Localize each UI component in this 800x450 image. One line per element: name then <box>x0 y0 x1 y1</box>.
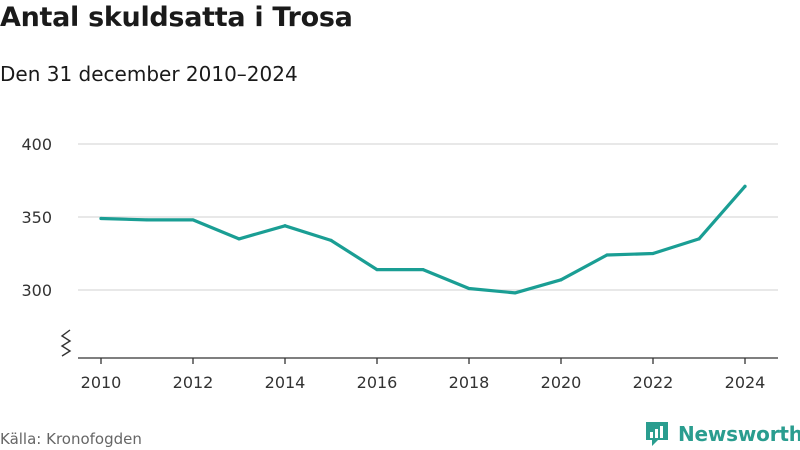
data-point <box>191 218 195 222</box>
data-point <box>421 267 425 272</box>
axis-layer: 300 350 400 2010 2012 2014 2016 2018 2020 2022 202… <box>21 135 778 392</box>
data-point <box>375 267 379 272</box>
y-tick-label: 350 <box>21 208 52 227</box>
x-tick-label: 2022 <box>633 373 674 392</box>
source-note: Källa: Kronofogden <box>0 430 142 448</box>
x-tick-label: 2018 <box>449 373 490 392</box>
x-tick-label: 2010 <box>81 373 122 392</box>
series-layer <box>99 184 747 295</box>
newsworthy-logo-icon <box>646 422 668 446</box>
chart-title: Antal skuldsatta i Trosa <box>0 2 353 33</box>
data-point <box>145 218 149 222</box>
grid-layer <box>78 143 778 291</box>
x-tick-label: 2014 <box>265 373 306 392</box>
brand-name: Newsworthy <box>678 422 800 446</box>
x-tick-label: 2012 <box>173 373 214 392</box>
data-point <box>283 224 287 228</box>
x-tick-label: 2020 <box>541 373 582 392</box>
x-tick-label: 2016 <box>357 373 398 392</box>
y-tick-label: 400 <box>21 135 52 154</box>
data-point <box>99 216 103 221</box>
data-point <box>237 237 241 241</box>
series-line <box>99 184 747 295</box>
x-tick-label: 2024 <box>725 373 766 392</box>
data-point <box>559 278 563 282</box>
brand-logo: Newsworthy <box>644 420 800 448</box>
data-point <box>651 251 655 256</box>
axis-break-icon <box>60 329 72 357</box>
line-chart: 300 350 400 2010 2012 2014 2016 2018 2020 2022 202… <box>21 135 778 392</box>
data-point <box>513 291 517 295</box>
chart-subtitle: Den 31 december 2010–2024 <box>0 62 298 86</box>
data-point <box>329 238 333 242</box>
data-point <box>605 253 609 257</box>
data-point <box>467 286 471 291</box>
data-point <box>743 184 747 188</box>
data-point <box>697 237 701 241</box>
y-tick-label: 300 <box>21 281 52 300</box>
